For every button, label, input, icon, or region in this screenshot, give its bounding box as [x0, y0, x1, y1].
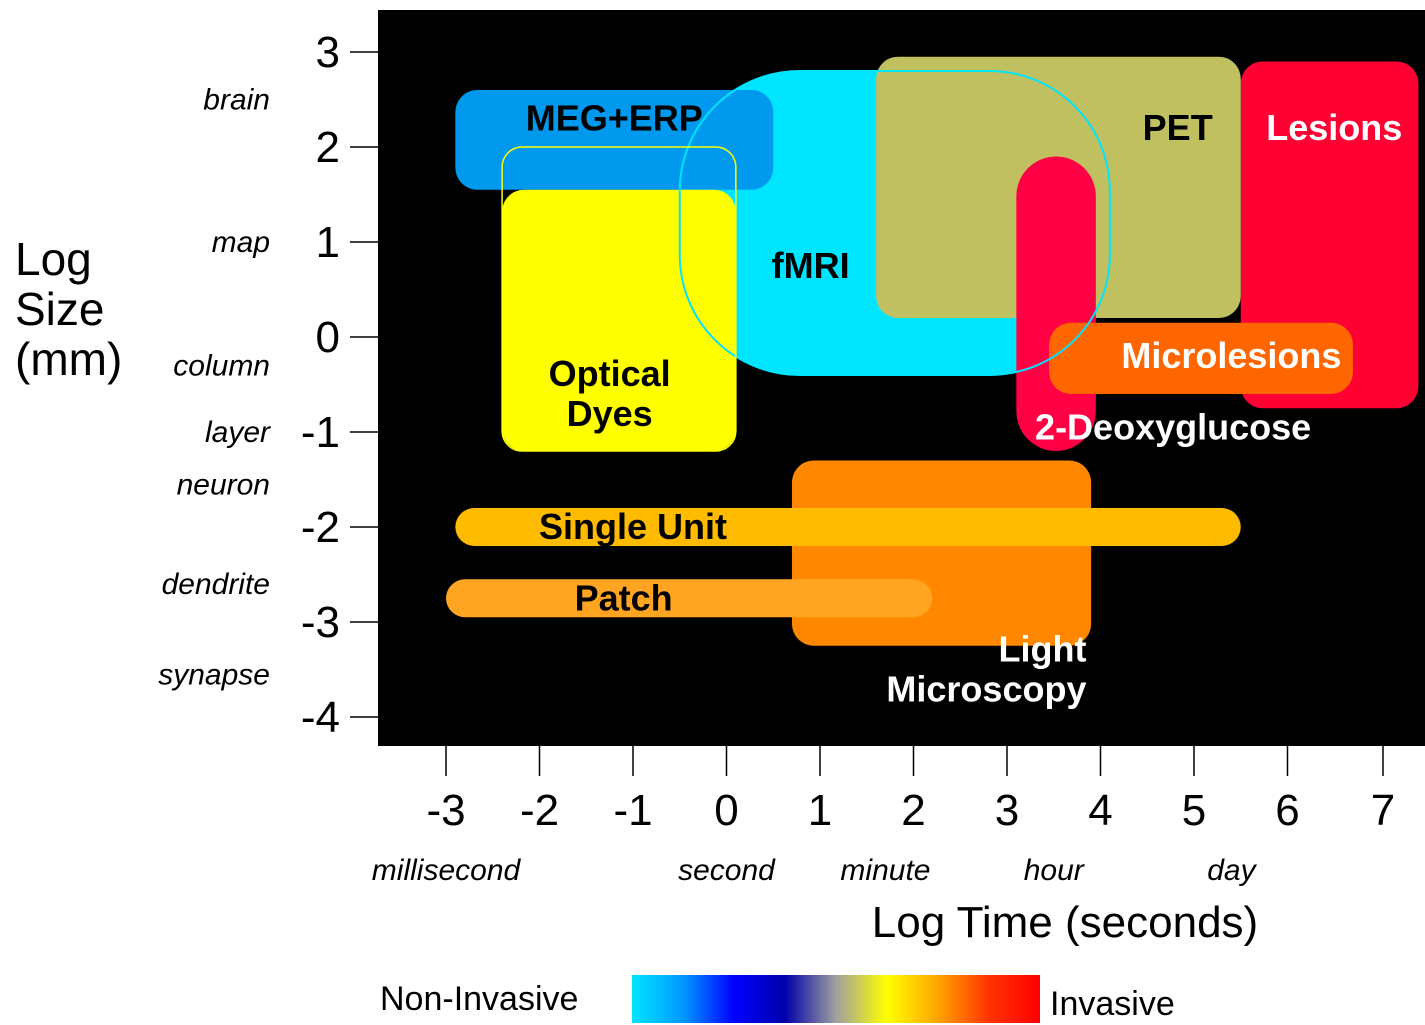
region-single-unit [455, 508, 1241, 546]
time-label-minute: minute [840, 854, 930, 887]
label-light-microscopy: Light Microscopy [886, 629, 1086, 710]
y-tick-label: -1 [301, 408, 340, 457]
time-label-second: second [678, 854, 776, 887]
x-tick-label: 5 [1182, 786, 1206, 835]
x-tick-label: 1 [808, 786, 832, 835]
x-tick-label: 7 [1371, 786, 1395, 835]
y-tick-label: 3 [316, 28, 340, 77]
y-tick-label: 1 [316, 218, 340, 267]
size-scale-labels: brain map column layer neuron dendrite synapse [158, 84, 271, 692]
y-axis: 3 2 1 0 -1 -2 -3 -4 [301, 28, 378, 742]
x-axis-title: Log Time (seconds) [872, 898, 1258, 947]
label-lesions: Lesions [1266, 107, 1402, 148]
size-label-synapse: synapse [158, 658, 270, 691]
y-axis-title: Log Size (mm) [15, 233, 122, 385]
x-tick-label: 3 [995, 786, 1019, 835]
label-microlesions: Microlesions [1121, 335, 1341, 376]
size-label-map: map [212, 226, 270, 259]
size-label-dendrite: dendrite [162, 568, 270, 601]
x-tick-label: 0 [714, 786, 738, 835]
region-light-microscopy [791, 460, 1092, 646]
region-optical-dyes [502, 189, 736, 451]
y-tick-label: 2 [316, 123, 340, 172]
label-optical-dyes: Optical Dyes [549, 353, 671, 434]
region-microlesions [1049, 322, 1353, 394]
time-label-day: day [1207, 854, 1257, 887]
legend-left-label: Non-Invasive [380, 980, 578, 1018]
y-axis-title-text: Log Size (mm) [15, 233, 122, 385]
x-tick-label: -3 [426, 786, 465, 835]
y-tick-label: 0 [316, 313, 340, 362]
label-single-unit: Single Unit [539, 506, 727, 547]
x-tick-label: 2 [901, 786, 925, 835]
time-scale-labels: millisecond second minute hour day [372, 854, 1258, 887]
time-label-millisecond: millisecond [372, 854, 522, 887]
y-tick-label: -4 [301, 693, 340, 742]
invasiveness-legend: Non-Invasive Invasive [380, 975, 1175, 1023]
size-label-neuron: neuron [177, 468, 270, 501]
fmri-outline [678, 70, 1111, 376]
size-label-brain: brain [203, 84, 270, 117]
x-tick-label: 4 [1088, 786, 1112, 835]
region-lesions [1240, 61, 1419, 409]
optical-dyes-outline [501, 146, 737, 452]
region-meg-erp [455, 90, 774, 190]
label-patch: Patch [575, 577, 673, 618]
size-label-layer: layer [205, 416, 271, 449]
x-axis: -3 -2 -1 0 1 2 3 4 5 6 7 [426, 746, 1395, 835]
region-outlines [501, 70, 1111, 452]
time-label-hour: hour [1024, 854, 1085, 887]
legend-right-label: Invasive [1050, 985, 1175, 1023]
legend-gradient-bar [632, 975, 1040, 1023]
y-tick-label: -2 [301, 503, 340, 552]
size-label-column: column [173, 350, 270, 383]
label-pet: PET [1143, 107, 1213, 148]
x-tick-label: -2 [520, 786, 559, 835]
method-regions [446, 56, 1419, 646]
region-labels: Lesions Light Microscopy fMRI MEG+ERP Optical… [526, 98, 1402, 710]
y-tick-label: -3 [301, 598, 340, 647]
label-fmri: fMRI [772, 245, 850, 286]
x-tick-label: -1 [613, 786, 652, 835]
label-2-deoxyglucose: 2-Deoxyglucose [1035, 406, 1311, 447]
x-tick-label: 6 [1275, 786, 1299, 835]
label-meg-erp: MEG+ERP [526, 98, 703, 139]
region-patch [446, 579, 933, 618]
